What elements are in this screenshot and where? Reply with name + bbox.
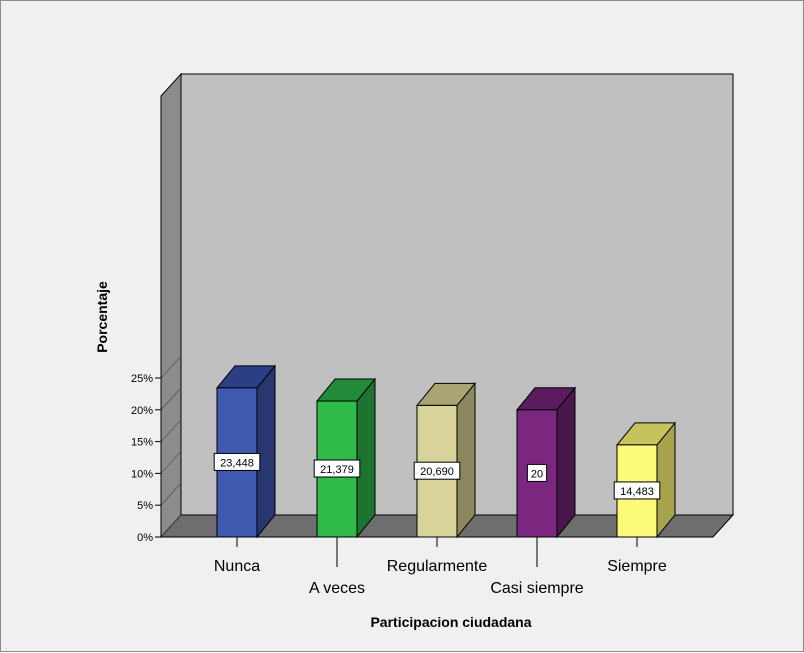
bar-siempre: 14,483 [613, 421, 677, 539]
y-axis: 0% 5% 10% 15% 20% 25% [131, 96, 182, 544]
y-tick-label: 25% [131, 373, 153, 385]
data-label-box [213, 452, 261, 471]
data-label-box [526, 463, 548, 482]
x-tick-label: Nunca [214, 558, 260, 575]
x-tick-label: Casi siempre [490, 580, 583, 597]
bars: 23,448 21,379 20,690 20 14,483 [213, 364, 677, 539]
x-axis-title: Participacion ciudadana [370, 614, 531, 630]
data-label-box [313, 459, 361, 478]
data-label: 23,448 [220, 457, 254, 469]
y-tick-label: 20% [131, 405, 153, 417]
data-label: 14,483 [620, 486, 654, 498]
y-axis-title: Porcentaje [94, 281, 110, 353]
y-tick-label: 5% [137, 500, 153, 512]
side-wall [160, 72, 182, 539]
bar-side [456, 382, 476, 539]
y-tick-guide [160, 355, 182, 379]
bar-regularmente: 20,690 [413, 382, 477, 539]
x-tick-label: Regularmente [387, 558, 488, 575]
y-tick-guide [160, 419, 182, 442]
data-label: 21,379 [320, 464, 354, 476]
data-label: 20,690 [420, 466, 454, 478]
bar-nunca: 23,448 [213, 364, 277, 539]
y-tick-guide [160, 451, 182, 474]
data-label: 20 [531, 468, 543, 480]
bar-casi-siempre: 20 [515, 386, 577, 539]
bar-a-veces: 21,379 [313, 377, 377, 539]
y-tick-label: 0% [137, 532, 153, 544]
bar-side [256, 364, 276, 539]
y-tick-guide [160, 387, 182, 411]
y-tick-guide [160, 482, 182, 506]
bar-side [556, 386, 576, 539]
data-label-box [413, 461, 461, 480]
y-tick-label: 15% [131, 437, 153, 449]
y-tick-guide [160, 514, 182, 538]
x-tick-label: Siempre [607, 558, 667, 575]
data-label-box [613, 481, 661, 500]
x-tick-label: A veces [309, 580, 365, 597]
bar-side [356, 377, 376, 539]
y-tick-label: 10% [131, 468, 153, 480]
